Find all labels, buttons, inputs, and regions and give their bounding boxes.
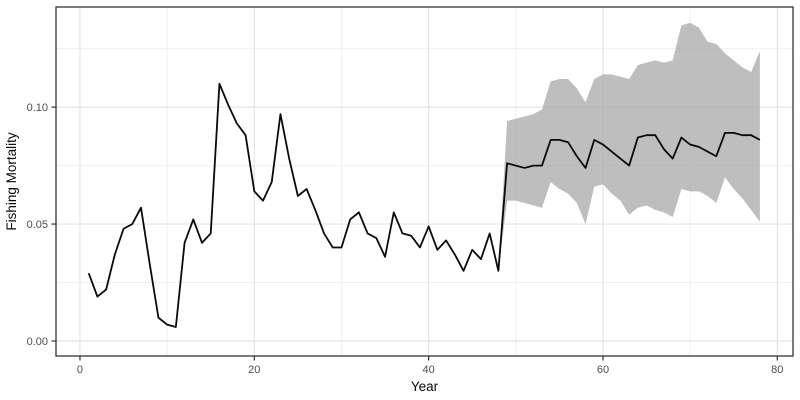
y-axis-title: Fishing Mortality (4, 132, 19, 231)
fishing-mortality-line (87, 82, 761, 328)
x-tick-label: 80 (771, 364, 783, 376)
axis-ticks (51, 106, 778, 361)
y-tick-label: 0.00 (27, 336, 48, 348)
x-axis-title: Year (411, 379, 439, 394)
x-tick-label: 0 (77, 364, 83, 376)
x-tick-label: 60 (597, 364, 609, 376)
y-tick-label: 0.05 (27, 219, 48, 231)
x-tick-label: 20 (248, 364, 260, 376)
y-tick-label: 0.10 (27, 102, 48, 114)
panel-border (55, 6, 794, 357)
axis-tick-labels: 0 20 40 60 80 0.00 0.05 0.10 (27, 102, 784, 376)
confidence-ribbon (498, 22, 760, 271)
x-tick-label: 40 (423, 364, 435, 376)
